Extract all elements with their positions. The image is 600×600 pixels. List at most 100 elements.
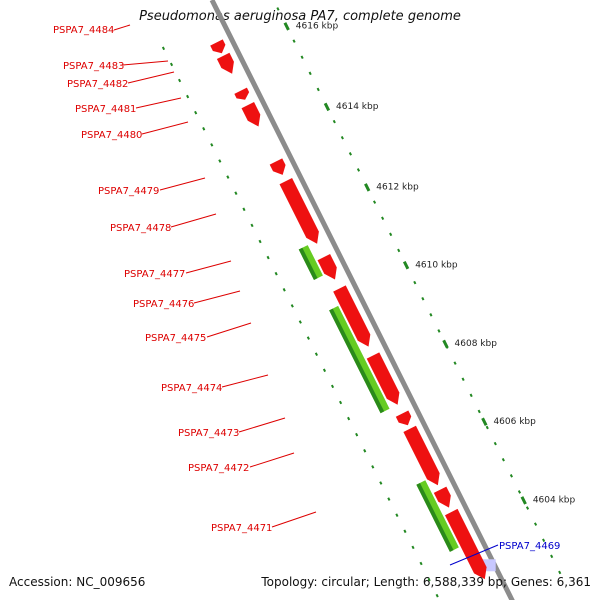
scale-tick-outer — [348, 152, 352, 156]
scale-tick-outer — [332, 119, 336, 124]
scale-tick-inner — [258, 239, 262, 244]
gene-red-12 — [444, 508, 487, 580]
gene-red-10 — [403, 425, 440, 486]
scale-tick-inner — [387, 497, 391, 501]
scale-tick-inner — [355, 432, 359, 437]
scale-tick-inner — [322, 368, 327, 373]
scale-tick-inner — [371, 465, 375, 469]
scale-tick-outer — [381, 216, 385, 221]
scale-tick-outer — [453, 361, 457, 365]
scale-tick-inner — [435, 593, 439, 598]
gene-red-9 — [395, 410, 412, 426]
gene-leader-line — [449, 544, 499, 566]
gene-label: PSPA7_4477 — [124, 269, 185, 280]
gene-leader-line — [159, 177, 206, 191]
gene-leader-line — [221, 374, 269, 388]
scale-tick-inner — [186, 94, 190, 99]
scale-label: 4608 kbp — [455, 339, 498, 349]
scale-tick-inner — [290, 304, 294, 308]
scale-tick-outer — [509, 474, 513, 478]
gene-leader-line — [193, 290, 241, 304]
scale-tick-inner — [178, 78, 182, 83]
gene-label: PSPA7_4481 — [75, 104, 136, 115]
genome-summary-text: Topology: circular; Length: 6,588,339 bp… — [261, 575, 591, 589]
scale-tick-inner — [202, 127, 206, 131]
accession-text: Accession: NC_009656 — [9, 575, 146, 589]
scale-tick-outer — [437, 329, 441, 333]
gene-leader-line — [249, 452, 295, 468]
gene-red-2 — [234, 87, 250, 100]
scale-tick-inner — [379, 481, 383, 485]
scale-tick-outer — [300, 55, 304, 60]
scale-major-tick — [323, 102, 331, 112]
scale-tick-inner — [347, 416, 351, 421]
scale-tick-outer — [477, 409, 481, 414]
gene-red-1 — [216, 52, 234, 74]
scale-tick-inner — [411, 545, 415, 550]
scale-tick-outer — [276, 7, 280, 11]
genome-backbone — [209, 0, 515, 600]
scale-label: 4604 kbp — [533, 496, 576, 506]
scale-tick-outer — [469, 393, 473, 398]
scale-major-tick — [520, 496, 527, 505]
gene-red-5 — [279, 177, 319, 244]
gene-leader-line — [141, 121, 189, 135]
scale-tick-outer — [340, 135, 344, 140]
scale-tick-outer — [421, 296, 425, 301]
gene-leader-line — [170, 213, 217, 228]
scale-tick-outer — [517, 490, 522, 494]
gene-label: PSPA7_4478 — [110, 223, 171, 234]
gene-label: PSPA7_4479 — [98, 186, 159, 197]
scale-tick-inner — [403, 529, 407, 534]
scale-tick-outer — [550, 554, 554, 559]
scale-label: 4612 kbp — [376, 183, 419, 193]
scale-tick-inner — [242, 207, 246, 212]
scale-tick-inner — [194, 110, 198, 115]
scale-tick-inner — [282, 288, 286, 292]
gene-red-4 — [269, 158, 286, 175]
scale-tick-outer — [525, 506, 530, 510]
gene-leader-line — [113, 24, 131, 31]
gene-red-7 — [333, 285, 371, 347]
scale-tick-outer — [356, 168, 361, 172]
scale-major-tick — [402, 260, 410, 270]
gene-red-3 — [241, 101, 261, 127]
scale-tick-inner — [218, 159, 222, 163]
gene-red-11 — [433, 486, 451, 508]
scale-major-tick — [442, 339, 449, 349]
gene-label: PSPA7_4483 — [63, 61, 124, 72]
scale-tick-inner — [234, 191, 238, 195]
gene-leader-line — [271, 511, 317, 528]
gene-leader-line — [185, 260, 232, 274]
gene-red-8 — [366, 352, 400, 405]
gene-label: PSPA7_4471 — [211, 523, 272, 534]
scale-tick-inner — [210, 143, 214, 147]
gene-label: PSPA7_4484 — [53, 25, 114, 36]
scale-label: 4616 kbp — [296, 22, 339, 32]
scale-tick-outer — [292, 39, 296, 43]
gene-leader-line — [238, 417, 286, 433]
scale-tick-inner — [330, 384, 335, 389]
scale-tick-inner — [250, 223, 254, 228]
gene-label: PSPA7_4482 — [67, 79, 128, 90]
scale-label: 4606 kbp — [493, 417, 536, 427]
scale-tick-outer — [461, 377, 465, 382]
gene-label: PSPA7_4472 — [188, 463, 249, 474]
scale-tick-inner — [266, 255, 270, 260]
scale-tick-inner — [314, 352, 318, 356]
scale-tick-outer — [372, 200, 377, 204]
scale-tick-inner — [419, 561, 423, 566]
scale-tick-outer — [429, 313, 433, 317]
scale-tick-outer — [397, 248, 401, 253]
scale-major-tick — [364, 183, 371, 192]
scale-tick-outer — [413, 280, 417, 285]
scale-tick-outer — [542, 538, 546, 543]
scale-tick-inner — [363, 449, 367, 453]
scale-tick-inner — [161, 46, 166, 51]
scale-tick-outer — [501, 457, 505, 462]
gene-leader-line — [135, 97, 182, 109]
scale-label: 4614 kbp — [336, 102, 379, 112]
gene-red-0 — [210, 39, 226, 54]
scale-tick-inner — [427, 577, 431, 582]
